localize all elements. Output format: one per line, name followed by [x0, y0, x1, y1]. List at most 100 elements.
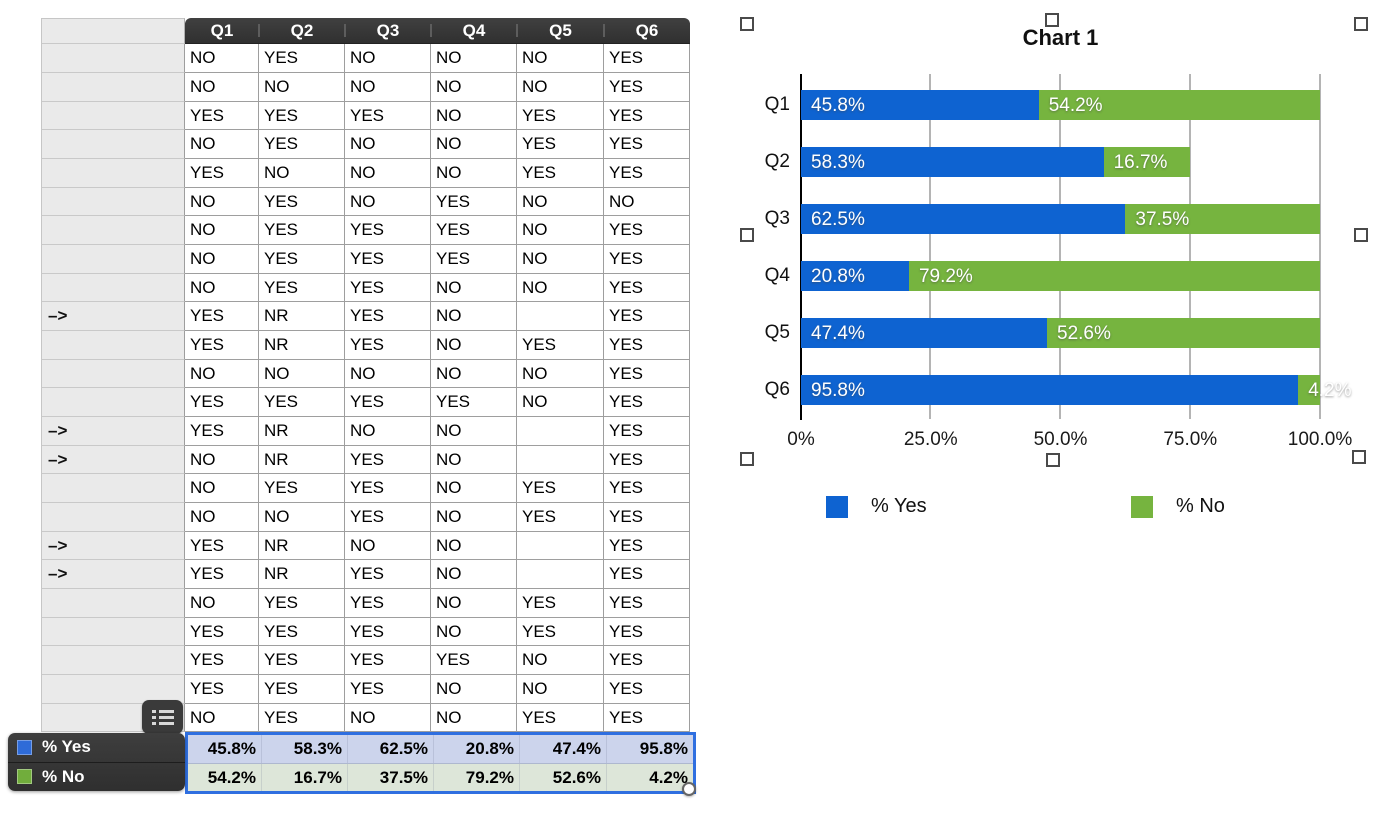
legend-label-no[interactable]: % No [1176, 495, 1225, 517]
table-data-cell[interactable]: YES [604, 417, 690, 446]
selection-handle-bottom-right[interactable] [1352, 450, 1366, 464]
no-bar-segment[interactable] [1038, 90, 1320, 120]
chart-legend-item-no[interactable]: % No [1131, 495, 1225, 518]
table-data-cell[interactable]: NO [185, 359, 259, 389]
selection-handle-top-left[interactable] [740, 17, 754, 31]
table-data-cell[interactable]: YES [259, 187, 345, 217]
legend-label-yes[interactable]: % Yes [871, 495, 927, 517]
table-row-marker-cell[interactable] [41, 646, 185, 676]
table-data-cell[interactable]: YES [604, 675, 690, 704]
table-data-cell[interactable]: YES [259, 245, 345, 274]
table-data-cell[interactable]: YES [345, 245, 431, 274]
table-data-cell[interactable]: YES [345, 646, 431, 676]
selection-resize-handle[interactable] [682, 782, 696, 796]
summary-value-cell[interactable]: 52.6% [520, 763, 607, 791]
table-data-cell[interactable]: YES [431, 216, 517, 245]
yes-bar-segment[interactable] [801, 374, 1299, 405]
table-data-cell[interactable]: YES [517, 130, 604, 159]
table-data-cell[interactable]: NO [431, 302, 517, 332]
table-data-cell[interactable]: YES [345, 388, 431, 418]
summary-value-cell[interactable]: 16.7% [262, 763, 348, 791]
series-label-no[interactable]: % No [8, 761, 185, 792]
bar-row-q5[interactable]: 47.4% 52.6% [801, 317, 1320, 348]
selection-handle-bottom-left[interactable] [740, 452, 754, 466]
table-data-cell[interactable]: NR [259, 445, 345, 475]
summary-value-cell[interactable]: 20.8% [434, 735, 520, 763]
table-data-cell[interactable]: YES [345, 560, 431, 590]
table-data-cell[interactable]: NO [185, 44, 259, 73]
table-data-cell[interactable]: YES [431, 187, 517, 217]
table-data-cell[interactable]: NO [345, 72, 431, 102]
bar-row-q2[interactable]: 58.3% 16.7% [801, 146, 1320, 177]
table-data-cell[interactable]: NO [431, 44, 517, 73]
table-data-cell[interactable]: NO [517, 359, 604, 389]
table-data-cell[interactable]: NO [185, 245, 259, 274]
summary-value-cell[interactable]: 47.4% [520, 735, 607, 763]
table-data-cell[interactable]: NO [431, 130, 517, 159]
table-data-cell[interactable]: NO [431, 675, 517, 704]
table-data-cell[interactable]: NO [431, 560, 517, 590]
table-data-cell[interactable]: YES [185, 675, 259, 704]
selection-handle-mid-left[interactable] [740, 228, 754, 242]
summary-value-cell[interactable]: 4.2% [649, 767, 688, 787]
table-data-cell[interactable]: NO [185, 273, 259, 303]
table-header-cell[interactable]: Q2 [258, 18, 345, 45]
table-data-cell[interactable]: YES [259, 388, 345, 418]
table-data-cell[interactable]: NO [517, 187, 604, 217]
table-data-cell[interactable]: NO [185, 589, 259, 618]
table-data-cell[interactable]: NR [259, 331, 345, 360]
table-data-cell[interactable]: YES [517, 617, 604, 647]
table-data-cell[interactable]: NO [345, 531, 431, 561]
table-data-cell[interactable]: YES [345, 273, 431, 303]
table-row-marker-cell[interactable]: –> [41, 560, 185, 590]
table-data-cell[interactable]: NR [259, 560, 345, 590]
table-data-cell[interactable]: YES [604, 302, 690, 332]
bar-row-q3[interactable]: 62.5% 37.5% [801, 203, 1320, 234]
table-header-cell[interactable]: Q4 [430, 18, 517, 45]
yes-bar-segment[interactable] [801, 90, 1039, 120]
table-row-marker-cell[interactable] [41, 675, 185, 704]
table-data-cell[interactable]: NO [431, 331, 517, 360]
yes-bar-segment[interactable] [801, 203, 1126, 234]
summary-value-cell[interactable]: 54.2% [188, 763, 262, 791]
table-data-cell[interactable]: YES [345, 675, 431, 704]
table-data-cell[interactable]: YES [259, 101, 345, 131]
table-data-cell[interactable]: YES [259, 273, 345, 303]
selection-handle-mid-right[interactable] [1354, 228, 1368, 242]
table-data-cell[interactable]: NO [185, 474, 259, 504]
table-data-cell[interactable]: YES [604, 474, 690, 504]
table-data-cell[interactable]: NO [345, 417, 431, 446]
table-data-cell[interactable]: YES [604, 359, 690, 389]
table-data-cell[interactable]: NR [259, 302, 345, 332]
bar-row-q1[interactable]: 45.8% 54.2% [801, 90, 1320, 120]
yes-bar-segment[interactable] [801, 317, 1047, 348]
summary-value-cell[interactable]: 79.2% [434, 763, 520, 791]
table-data-cell[interactable]: YES [431, 388, 517, 418]
table-row-marker-cell[interactable] [41, 44, 185, 73]
table-data-cell[interactable]: YES [604, 130, 690, 159]
table-data-cell[interactable]: YES [517, 589, 604, 618]
table-data-cell[interactable]: YES [517, 503, 604, 532]
table-row-marker-cell[interactable] [41, 388, 185, 418]
table-row-marker-cell[interactable] [41, 245, 185, 274]
table-data-cell[interactable]: YES [517, 331, 604, 360]
table-data-cell[interactable]: YES [185, 531, 259, 561]
table-row-marker-cell[interactable]: –> [41, 445, 185, 475]
table-data-cell[interactable]: NO [185, 703, 259, 733]
table-data-cell[interactable]: NO [431, 158, 517, 188]
no-bar-segment[interactable] [1125, 203, 1320, 234]
table-data-cell[interactable]: YES [259, 130, 345, 159]
table-data-cell[interactable]: NO [431, 101, 517, 131]
table-data-cell[interactable]: YES [345, 617, 431, 647]
table-data-cell[interactable]: YES [517, 101, 604, 131]
table-row-marker-cell[interactable] [41, 72, 185, 102]
table-data-cell[interactable] [517, 417, 604, 446]
table-data-cell[interactable]: YES [604, 617, 690, 647]
table-data-cell[interactable]: YES [517, 158, 604, 188]
table-data-cell[interactable]: YES [604, 72, 690, 102]
table-data-cell[interactable]: YES [604, 273, 690, 303]
table-data-cell[interactable]: YES [604, 216, 690, 245]
legend-swatch-no[interactable] [1131, 495, 1153, 518]
table-data-cell[interactable]: NO [517, 44, 604, 73]
table-data-cell[interactable]: YES [185, 302, 259, 332]
